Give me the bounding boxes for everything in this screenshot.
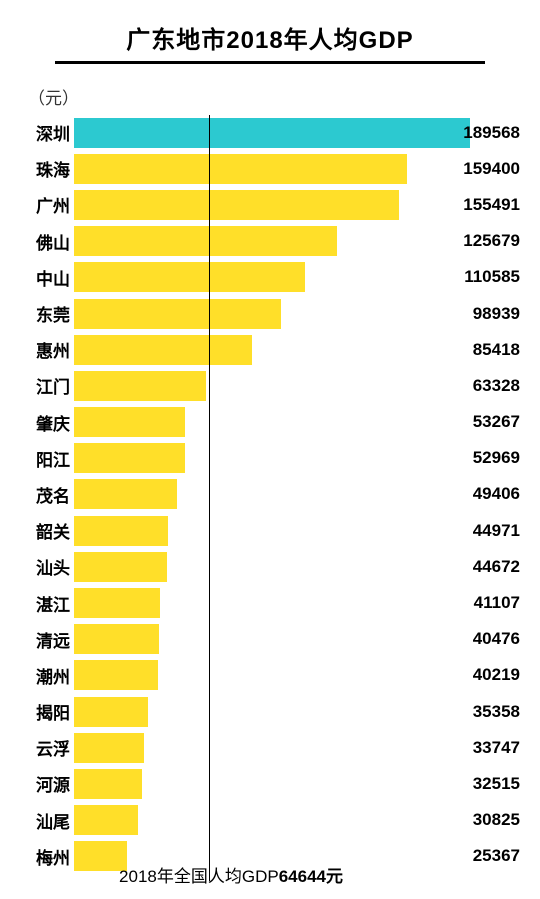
value-label: 32515 bbox=[473, 774, 520, 794]
bar bbox=[74, 154, 407, 184]
value-label: 44971 bbox=[473, 521, 520, 541]
city-label: 云浮 bbox=[26, 735, 70, 760]
bar-row: 惠州85418 bbox=[74, 332, 520, 368]
city-label: 东莞 bbox=[26, 301, 70, 326]
chart-header: 广东地市2018年人均GDP bbox=[0, 0, 540, 76]
city-label: 肇庆 bbox=[26, 410, 70, 435]
value-label: 85418 bbox=[473, 340, 520, 360]
value-label: 155491 bbox=[463, 195, 520, 215]
value-label: 63328 bbox=[473, 376, 520, 396]
bar bbox=[74, 226, 337, 256]
bar-row: 韶关44971 bbox=[74, 513, 520, 549]
value-label: 35358 bbox=[473, 702, 520, 722]
city-label: 佛山 bbox=[26, 229, 70, 254]
city-label: 梅州 bbox=[26, 844, 70, 869]
reference-footnote: 2018年全国人均GDP64644元 bbox=[119, 862, 343, 887]
value-label: 52969 bbox=[473, 448, 520, 468]
value-label: 40219 bbox=[473, 665, 520, 685]
city-label: 珠海 bbox=[26, 156, 70, 181]
city-label: 韶关 bbox=[26, 518, 70, 543]
bar bbox=[74, 479, 177, 509]
city-label: 河源 bbox=[26, 771, 70, 796]
bar bbox=[74, 660, 158, 690]
city-label: 深圳 bbox=[26, 120, 70, 145]
reference-label-prefix: 2018年全国人均GDP bbox=[119, 867, 279, 886]
city-label: 汕头 bbox=[26, 554, 70, 579]
chart-area: 深圳189568珠海159400广州155491佛山125679中山110585… bbox=[74, 115, 520, 875]
city-label: 汕尾 bbox=[26, 808, 70, 833]
city-label: 茂名 bbox=[26, 482, 70, 507]
reference-label-value: 64644元 bbox=[279, 867, 343, 886]
bar bbox=[74, 552, 167, 582]
bar bbox=[74, 805, 138, 835]
bar-row: 肇庆53267 bbox=[74, 404, 520, 440]
city-label: 阳江 bbox=[26, 446, 70, 471]
bar-row: 茂名49406 bbox=[74, 476, 520, 512]
bar-row: 清远40476 bbox=[74, 621, 520, 657]
bar-row: 中山110585 bbox=[74, 259, 520, 295]
city-label: 潮州 bbox=[26, 663, 70, 688]
city-label: 揭阳 bbox=[26, 699, 70, 724]
value-label: 159400 bbox=[463, 159, 520, 179]
bar-row: 佛山125679 bbox=[74, 223, 520, 259]
value-label: 189568 bbox=[463, 123, 520, 143]
bar-row: 江门63328 bbox=[74, 368, 520, 404]
value-label: 49406 bbox=[473, 484, 520, 504]
bar bbox=[74, 733, 144, 763]
city-label: 广州 bbox=[26, 192, 70, 217]
value-label: 33747 bbox=[473, 738, 520, 758]
bar-row: 揭阳35358 bbox=[74, 694, 520, 730]
value-label: 25367 bbox=[473, 846, 520, 866]
value-label: 53267 bbox=[473, 412, 520, 432]
bar-row: 珠海159400 bbox=[74, 151, 520, 187]
bar bbox=[74, 588, 160, 618]
bar bbox=[74, 407, 185, 437]
bar bbox=[74, 697, 148, 727]
bar bbox=[74, 443, 185, 473]
chart-title: 广东地市2018年人均GDP bbox=[0, 20, 540, 55]
value-label: 40476 bbox=[473, 629, 520, 649]
bar bbox=[74, 190, 399, 220]
bar-row: 河源32515 bbox=[74, 766, 520, 802]
value-label: 44672 bbox=[473, 557, 520, 577]
bar bbox=[74, 335, 252, 365]
bar bbox=[74, 262, 305, 292]
value-label: 41107 bbox=[474, 593, 520, 613]
bar-row: 湛江41107 bbox=[74, 585, 520, 621]
bar-row: 汕尾30825 bbox=[74, 802, 520, 838]
bar-row: 深圳189568 bbox=[74, 115, 520, 151]
city-label: 湛江 bbox=[26, 591, 70, 616]
reference-line bbox=[209, 115, 210, 881]
bar-row: 阳江52969 bbox=[74, 440, 520, 476]
unit-label: （元） bbox=[28, 84, 540, 109]
bar bbox=[74, 371, 206, 401]
city-label: 惠州 bbox=[26, 337, 70, 362]
bar bbox=[74, 624, 159, 654]
title-underline bbox=[55, 61, 485, 64]
bar bbox=[74, 516, 168, 546]
bar-row: 云浮33747 bbox=[74, 730, 520, 766]
bar-row: 汕头44672 bbox=[74, 549, 520, 585]
bar bbox=[74, 118, 470, 148]
bar-row: 东莞98939 bbox=[74, 295, 520, 331]
city-label: 江门 bbox=[26, 373, 70, 398]
value-label: 110585 bbox=[464, 267, 520, 287]
bar bbox=[74, 769, 142, 799]
value-label: 98939 bbox=[473, 304, 520, 324]
bar-row: 广州155491 bbox=[74, 187, 520, 223]
city-label: 中山 bbox=[26, 265, 70, 290]
value-label: 30825 bbox=[473, 810, 520, 830]
bar bbox=[74, 299, 281, 329]
bar-row: 潮州40219 bbox=[74, 657, 520, 693]
city-label: 清远 bbox=[26, 627, 70, 652]
value-label: 125679 bbox=[463, 231, 520, 251]
